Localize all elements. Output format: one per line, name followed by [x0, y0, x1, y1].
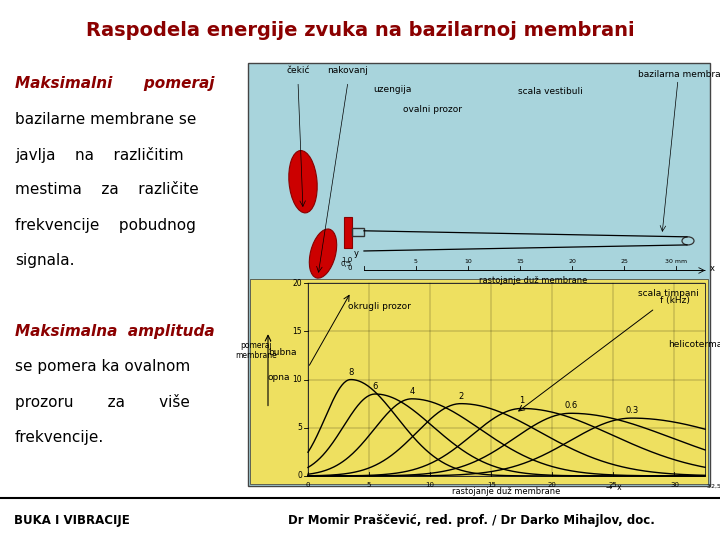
Text: rastojanje duž membrane: rastojanje duž membrane [479, 275, 588, 285]
Text: ovalni prozor: ovalni prozor [403, 105, 462, 114]
Text: 2: 2 [458, 392, 463, 401]
Text: f (kHz): f (kHz) [660, 296, 690, 305]
Text: rastojanje duž membrane: rastojanje duž membrane [452, 487, 561, 496]
Text: 0: 0 [297, 471, 302, 481]
Text: scala timpani: scala timpani [638, 289, 698, 298]
Text: 4: 4 [409, 387, 415, 396]
Text: frekvencije    pobudnog: frekvencije pobudnog [15, 218, 196, 233]
Text: 0.3: 0.3 [625, 406, 639, 415]
Text: okrugli prozor: okrugli prozor [348, 301, 411, 310]
Text: x: x [710, 265, 715, 273]
Text: čekić: čekić [287, 66, 310, 76]
Text: 32,5 mm: 32,5 mm [707, 484, 720, 489]
Text: 0.6: 0.6 [564, 401, 577, 410]
Text: 5: 5 [367, 482, 372, 488]
Text: y: y [354, 249, 359, 258]
Bar [248, 63, 710, 486]
Text: opna: opna [268, 373, 290, 382]
Text: frekvencije.: frekvencije. [15, 429, 104, 444]
Text: 15: 15 [487, 482, 495, 488]
Text: 0: 0 [348, 266, 352, 272]
Bar [352, 228, 364, 237]
Text: 1: 1 [519, 396, 524, 406]
Text: →  x: → x [606, 483, 621, 492]
Bar [250, 279, 708, 484]
Text: Maksimalni      pomeraj: Maksimalni pomeraj [15, 77, 215, 91]
Ellipse shape [289, 151, 318, 213]
Text: signala.: signala. [15, 253, 74, 268]
Text: 10: 10 [292, 375, 302, 384]
Text: mestima    za    različite: mestima za različite [15, 183, 199, 198]
Ellipse shape [310, 229, 337, 278]
Text: 25: 25 [620, 259, 628, 265]
Text: 1,0: 1,0 [341, 258, 352, 264]
Text: scala vestibuli: scala vestibuli [518, 86, 582, 96]
Text: 15: 15 [292, 327, 302, 336]
Text: 20: 20 [292, 279, 302, 288]
Bar [308, 283, 705, 476]
Text: Dr Momir Praščević, red. prof. / Dr Darko Mihajlov, doc.: Dr Momir Praščević, red. prof. / Dr Dark… [288, 514, 655, 527]
Bar [344, 217, 352, 247]
Text: javlja    na    različitim: javlja na različitim [15, 147, 184, 163]
Text: 15: 15 [516, 259, 524, 265]
Text: 5: 5 [414, 259, 418, 265]
Text: 30 mm: 30 mm [665, 259, 687, 265]
Text: BUKA I VIBRACIJE: BUKA I VIBRACIJE [14, 514, 130, 527]
Text: Raspodela energije zvuka na bazilarnoj membrani: Raspodela energije zvuka na bazilarnoj m… [86, 21, 634, 40]
Text: pomeraj
membrane: pomeraj membrane [235, 341, 277, 360]
Text: nakovanj: nakovanj [328, 66, 369, 76]
Text: 10: 10 [426, 482, 435, 488]
Text: 10: 10 [464, 259, 472, 265]
Text: 25: 25 [609, 482, 618, 488]
Text: 5: 5 [297, 423, 302, 432]
Text: bubna: bubna [268, 348, 297, 357]
Text: 20: 20 [548, 482, 557, 488]
Text: 0,5: 0,5 [341, 261, 352, 267]
Text: 20: 20 [568, 259, 576, 265]
Text: bazilarne membrane se: bazilarne membrane se [15, 112, 197, 127]
Text: 30: 30 [670, 482, 679, 488]
Text: Maksimalna  amplituda: Maksimalna amplituda [15, 323, 215, 339]
Text: 0: 0 [306, 482, 310, 488]
Text: prozoru       za       više: prozoru za više [15, 394, 190, 410]
Text: uzengija: uzengija [373, 85, 411, 93]
Text: 8: 8 [348, 368, 354, 376]
Text: 6: 6 [372, 382, 378, 391]
Text: bazilarna membrana: bazilarna membrana [638, 71, 720, 79]
Text: helicoterma: helicoterma [668, 340, 720, 348]
Text: se pomera ka ovalnom: se pomera ka ovalnom [15, 359, 190, 374]
